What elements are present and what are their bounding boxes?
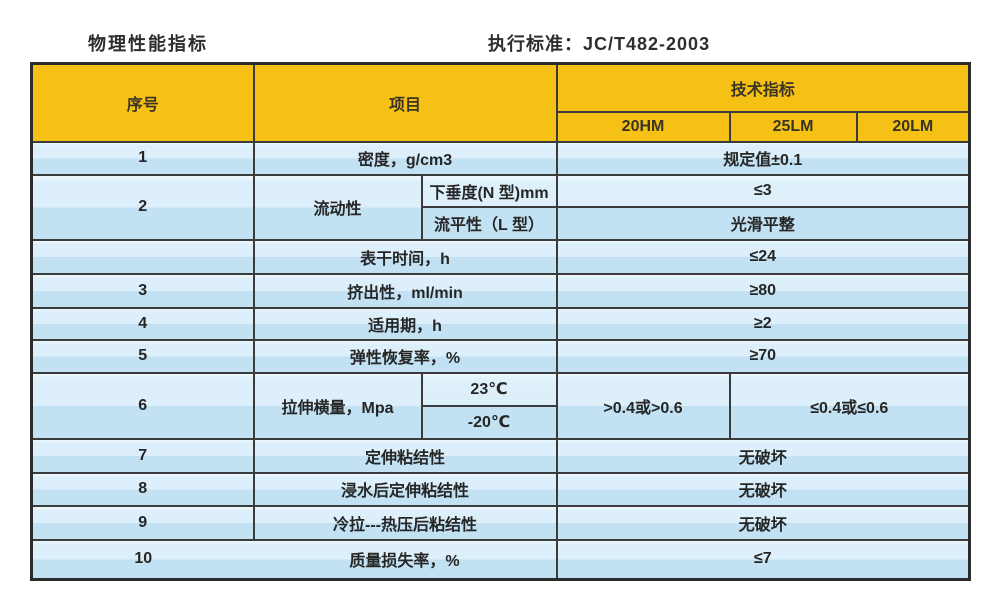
row-density-item: 密度，g/cm3 — [252, 140, 558, 176]
row-water-adhesion-no: 8 — [30, 471, 255, 507]
row-cold-hot-adhesion-item: 冷拉---热压后粘结性 — [252, 504, 558, 541]
row-fluidity-no: 2 — [30, 173, 255, 241]
row-pot-life-no: 4 — [30, 306, 255, 341]
row-fluidity-sub2-value: 光滑平整 — [555, 205, 971, 241]
row-water-adhesion-value: 无破坏 — [555, 471, 971, 507]
header-col-no: 序号 — [30, 62, 255, 143]
header-model-20lm: 20LM — [855, 110, 971, 143]
row-fluidity-sub1-value: ≤3 — [555, 173, 971, 208]
row-elastic-recovery-value: ≥70 — [555, 338, 971, 374]
header-model-20hm: 20HM — [555, 110, 731, 143]
row-cold-hot-adhesion-value: 无破坏 — [555, 504, 971, 541]
row-surface-dry-value: ≤24 — [555, 238, 971, 275]
page-header: 物理性能指标 执行标准：JC/T482-2003 — [0, 30, 1000, 56]
row-fixed-adhesion-no: 7 — [30, 437, 255, 474]
row-fixed-adhesion-value: 无破坏 — [555, 437, 971, 474]
row-density-value: 规定值±0.1 — [555, 140, 971, 176]
row-tensile-item: 拉伸横量，Mpa — [252, 371, 423, 440]
row-mass-loss-value: ≤7 — [555, 538, 971, 581]
header-model-25lm: 25LM — [728, 110, 858, 143]
row-density-no: 1 — [30, 140, 255, 176]
row-water-adhesion-item: 浸水后定伸粘结性 — [252, 471, 558, 507]
row-pot-life-value: ≥2 — [555, 306, 971, 341]
row-fixed-adhesion-item: 定伸粘结性 — [252, 437, 558, 474]
row-surface-dry-item: 表干时间，h — [252, 238, 558, 275]
row-extrudability-no: 3 — [30, 272, 255, 309]
row-fluidity-sub2-label: 流平性（L 型） — [420, 205, 558, 241]
row-fluidity-item: 流动性 — [252, 173, 423, 241]
row-pot-life-item: 适用期，h — [252, 306, 558, 341]
header-col-tech: 技术指标 — [555, 62, 971, 113]
row-cold-hot-adhesion-no: 9 — [30, 504, 255, 541]
row-tensile-no: 6 — [30, 371, 255, 440]
standard-reference: 执行标准：JC/T482-2003 — [488, 34, 711, 54]
header-col-item: 项目 — [252, 62, 558, 143]
row-mass-loss-item: 质量损失率，% — [252, 538, 558, 581]
row-tensile-value-lm: ≤0.4或≤0.6 — [728, 371, 971, 440]
row-extrudability-value: ≥80 — [555, 272, 971, 309]
row-extrudability-item: 挤出性，ml/min — [252, 272, 558, 309]
row-tensile-value-20hm: >0.4或>0.6 — [555, 371, 731, 440]
row-surface-dry-no — [30, 238, 255, 275]
page-title: 物理性能指标 — [88, 34, 208, 54]
row-mass-loss-no: 10 — [30, 538, 254, 581]
row-elastic-recovery-item: 弹性恢复率，% — [252, 338, 558, 374]
row-tensile-temp2: -20℃ — [420, 404, 558, 440]
row-tensile-temp1: 23℃ — [420, 371, 558, 407]
row-fluidity-sub1-label: 下垂度(N 型)mm — [420, 173, 558, 208]
row-elastic-recovery-no: 5 — [30, 338, 255, 374]
spec-table: 序号 项目 技术指标 20HM 25LM 20LM 1 密度，g/cm3 规定值… — [30, 62, 972, 581]
